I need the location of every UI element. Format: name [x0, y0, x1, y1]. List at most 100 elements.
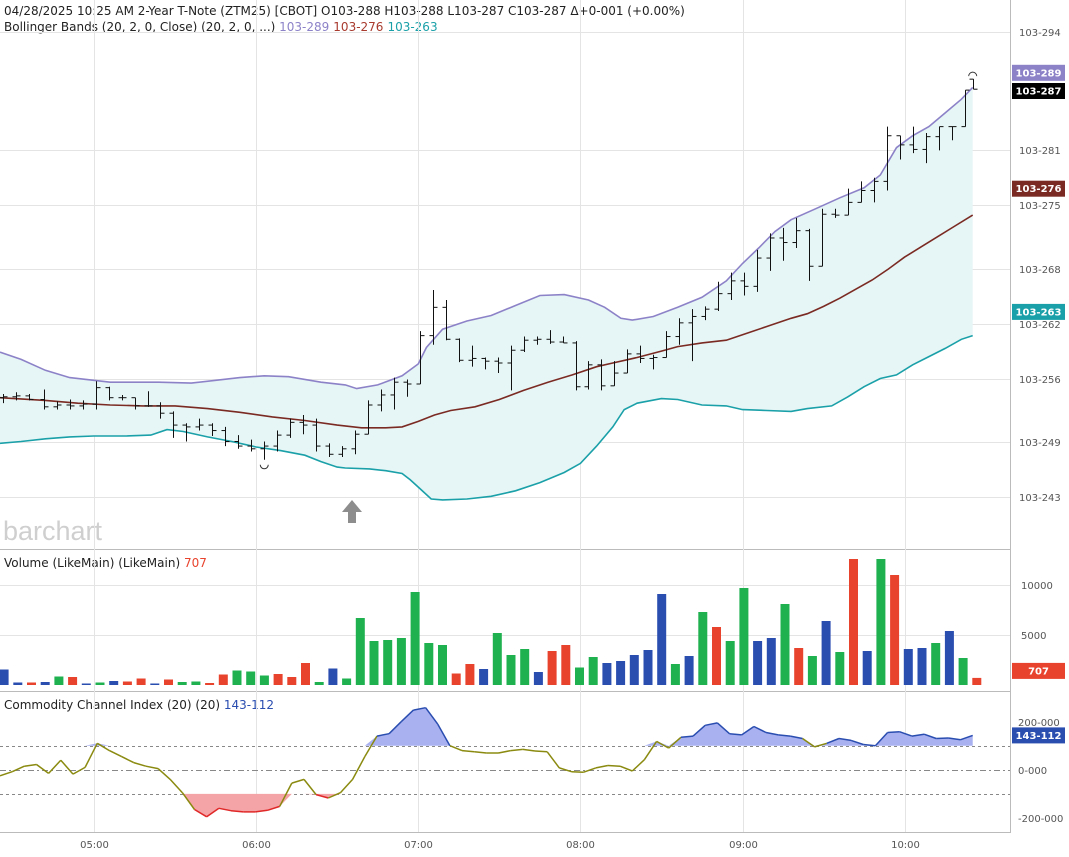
volume-header: Volume (LikeMain) (LikeMain) 707 [4, 556, 207, 570]
cci-line-segment [522, 748, 536, 752]
volume-bar [136, 678, 146, 685]
cci-line-segment [668, 736, 682, 749]
cci-header-value: 143-112 [224, 698, 274, 712]
cci-line-segment [863, 743, 876, 747]
cci-oversold-fill [0, 793, 973, 817]
cci-line-segment [194, 808, 208, 818]
cci-line-segment [656, 740, 670, 749]
ohlc-bar [338, 446, 347, 458]
volume-bar [903, 649, 913, 685]
volume-bar [739, 588, 749, 685]
last-price-badge-text: 103-287 [1016, 87, 1062, 98]
lower-band-badge-bg [1012, 303, 1065, 320]
cci-line-segment [121, 755, 135, 764]
cci-line-segment [267, 805, 280, 812]
cci-line-segment [874, 731, 889, 747]
volume-bar [396, 638, 406, 685]
ohlc-bar [66, 399, 75, 410]
cci-line-segment [11, 765, 25, 773]
bb-header-label: Bollinger Bands (20, 2, 0, Close) (20, 2… [4, 20, 279, 34]
cci-line-segment [96, 742, 110, 752]
ohlc-bar [623, 349, 632, 374]
volume-bar [958, 658, 968, 685]
cci-line-segment [351, 756, 366, 780]
cci-line-segment [291, 778, 305, 784]
time-tick-label: 08:00 [566, 840, 595, 851]
volume-value-badge: 707 [1012, 662, 1065, 679]
price-tick-label: 103-268 [1019, 265, 1061, 276]
middle-band-badge-text: 103-276 [1016, 184, 1062, 195]
ohlc-bar [533, 336, 542, 345]
volume-bar [931, 643, 941, 685]
volume-bar [766, 638, 776, 685]
ohlc-bar [636, 345, 645, 364]
cci-line-segment [790, 735, 803, 740]
cci-line-segment [169, 778, 183, 794]
cci-line-segment [255, 809, 268, 813]
ohlc-bar [935, 126, 944, 151]
volume-bar [273, 674, 283, 685]
cci-line-segment [461, 749, 475, 753]
volume-bar [287, 677, 297, 685]
ohlc-bar [234, 435, 243, 449]
ohlc-bar [468, 345, 477, 367]
ohlc-bar [779, 227, 788, 261]
ohlc-bar [156, 402, 165, 419]
ohlc-bar [546, 330, 555, 344]
volume-bar [40, 682, 50, 685]
volume-bar [177, 682, 187, 685]
cci-line-segment [181, 792, 196, 810]
volume-bar [520, 649, 530, 685]
ohlc-bar [714, 281, 723, 311]
ohlc-bar [131, 397, 140, 410]
volume-bar [684, 656, 694, 685]
cci-header-label: Commodity Channel Index (20) (20) [4, 698, 224, 712]
volume-bar [164, 679, 173, 685]
ohlc-bar [403, 379, 412, 397]
cci-line-segment [729, 732, 742, 736]
volume-bar [807, 656, 817, 685]
volume-bar [849, 559, 858, 685]
volume-bar [191, 681, 201, 685]
cci-line-segment [936, 737, 949, 740]
axis-labels: 05:00 06:00 07:00 08:00 09:00 10:00 103-294 103… [80, 28, 1063, 851]
cci-line-segment [388, 721, 402, 735]
volume-bar [314, 682, 324, 685]
volume-bar [670, 664, 680, 685]
volume-bar [369, 641, 379, 685]
cci-line-segment [279, 782, 293, 807]
cci-line-segment [206, 807, 220, 818]
volume-header-value: 707 [184, 556, 207, 570]
volume-bar [95, 682, 105, 685]
ohlc-bar [688, 309, 697, 362]
cci-line-segment [0, 770, 13, 777]
grid [0, 0, 1010, 832]
price-tick-label: 103-249 [1019, 438, 1061, 449]
volume-bar [438, 645, 447, 685]
volume-bar [657, 594, 667, 685]
cci-line-segment [802, 737, 816, 748]
volume-bar [876, 559, 886, 685]
price-header: 04/28/2025 10:25 AM 2-Year T-Note (ZTM25… [4, 4, 685, 18]
volume-bar [588, 657, 598, 685]
ohlc-bar [662, 331, 671, 359]
volume-bar [355, 618, 365, 685]
volume-bar [643, 650, 653, 685]
volume-bar [890, 575, 900, 685]
ohlc-bar [792, 217, 801, 249]
ohlc-bar [649, 354, 658, 370]
cci-line-segment [923, 733, 937, 740]
volume-bar [862, 651, 872, 685]
price-tick-label: 103-281 [1019, 146, 1061, 157]
volume-bar [218, 674, 228, 685]
ohlc-bar [416, 331, 425, 385]
volume-header-label: Volume (LikeMain) (LikeMain) [4, 556, 184, 570]
upper-band-badge-text: 103-289 [1016, 68, 1062, 79]
cci-line-segment [109, 749, 122, 758]
ohlc-bar [79, 400, 88, 410]
volume-bar [465, 664, 475, 685]
volume-bar [835, 652, 845, 685]
volume-bar [342, 678, 352, 685]
bollinger-lower-line [0, 334, 973, 501]
volume-bar [533, 672, 543, 685]
